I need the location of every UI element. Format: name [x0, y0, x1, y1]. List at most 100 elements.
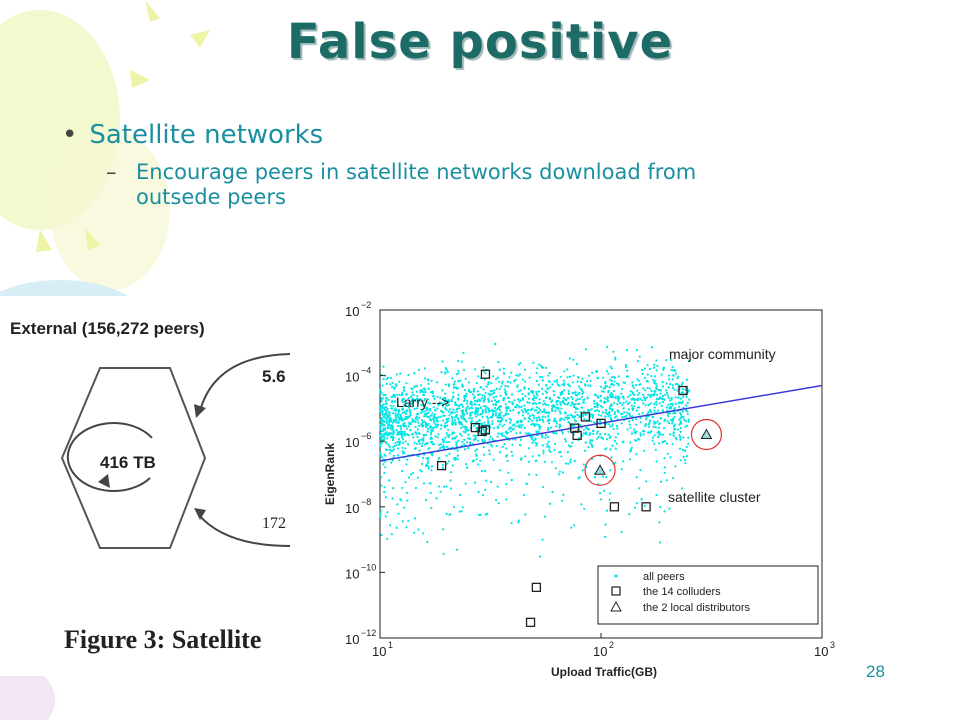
- peer-point: [525, 409, 528, 412]
- peer-point: [629, 450, 632, 453]
- peer-point: [440, 401, 443, 405]
- x-tick-exponent: 3: [830, 640, 835, 650]
- peer-point: [594, 394, 598, 397]
- peer-point: [658, 396, 661, 399]
- peer-point: [529, 409, 532, 412]
- peer-point: [587, 384, 590, 387]
- peer-point: [519, 444, 522, 447]
- peer-point: [381, 423, 385, 426]
- peer-point: [632, 428, 636, 431]
- peer-point: [666, 391, 669, 395]
- peer-point: [597, 413, 600, 416]
- peer-point: [531, 407, 534, 410]
- peer-point: [651, 415, 654, 418]
- peer-point: [613, 401, 616, 404]
- peer-point: [650, 374, 653, 378]
- peer-point: [386, 407, 389, 410]
- peer-point: [582, 413, 585, 416]
- peer-point: [441, 360, 444, 363]
- peer-point: [519, 424, 522, 427]
- peer-point: [450, 400, 453, 403]
- peer-point: [392, 433, 395, 436]
- peer-point: [535, 473, 538, 476]
- peer-point: [561, 471, 565, 474]
- peer-point: [682, 455, 685, 459]
- peer-point: [409, 423, 413, 426]
- peer-point: [451, 415, 454, 419]
- peer-point: [478, 399, 482, 403]
- peer-point: [409, 429, 412, 432]
- peer-point: [540, 366, 543, 369]
- peer-point: [455, 435, 458, 438]
- peer-point: [582, 463, 585, 466]
- peer-point: [503, 397, 506, 400]
- peer-point: [401, 441, 405, 444]
- peer-point: [384, 515, 387, 518]
- peer-point: [611, 423, 614, 426]
- peer-point: [452, 391, 455, 394]
- peer-point: [398, 380, 401, 383]
- peer-point: [380, 416, 383, 420]
- peer-point: [396, 454, 400, 457]
- peer-point: [477, 403, 481, 406]
- peer-point: [402, 418, 406, 421]
- peer-point: [383, 415, 386, 418]
- peer-point: [461, 384, 464, 387]
- peer-point: [397, 512, 400, 515]
- separation-line: [379, 384, 823, 462]
- peer-point: [666, 452, 669, 455]
- peer-point: [607, 389, 610, 392]
- peer-point: [466, 412, 469, 415]
- peer-point: [528, 415, 532, 418]
- peer-point: [574, 407, 577, 410]
- peer-point: [401, 434, 404, 437]
- peer-point: [686, 412, 689, 416]
- peer-point: [653, 434, 656, 437]
- peer-point: [453, 411, 456, 414]
- peer-point: [609, 448, 612, 451]
- peer-point: [429, 402, 432, 405]
- peer-point: [573, 459, 576, 463]
- peer-point: [430, 433, 433, 436]
- peer-point: [530, 423, 533, 426]
- peer-point: [488, 449, 491, 452]
- peer-point: [608, 386, 611, 389]
- peer-point: [591, 429, 595, 433]
- peer-point: [576, 402, 579, 406]
- peer-point: [456, 407, 459, 410]
- peer-point: [464, 482, 467, 485]
- peer-point: [563, 398, 567, 401]
- y-axis-label: EigenRank: [323, 443, 337, 505]
- peer-point: [538, 418, 542, 421]
- peer-point: [514, 438, 517, 441]
- peer-point: [505, 409, 508, 412]
- peer-point: [479, 386, 482, 389]
- peer-point: [380, 410, 383, 413]
- peer-point: [508, 428, 511, 431]
- peer-point: [504, 391, 507, 394]
- peer-point: [431, 392, 434, 395]
- peer-point: [409, 473, 412, 476]
- peer-point: [442, 397, 445, 400]
- peer-point: [668, 412, 671, 415]
- peer-point: [557, 399, 560, 403]
- peer-point: [505, 455, 508, 458]
- peer-point: [501, 425, 504, 428]
- peer-point: [459, 379, 462, 382]
- peer-point: [431, 442, 434, 445]
- peer-point: [606, 412, 609, 416]
- peer-point: [449, 479, 452, 482]
- peer-point: [688, 359, 691, 362]
- peer-point: [445, 368, 448, 371]
- peer-point: [509, 430, 512, 433]
- peer-point: [422, 532, 425, 535]
- peer-point: [685, 404, 688, 407]
- peer-point: [392, 454, 395, 457]
- peer-point: [638, 355, 641, 358]
- bullet-dot: •: [62, 120, 78, 150]
- peer-point: [401, 438, 405, 441]
- peer-point: [440, 427, 443, 430]
- peer-point: [432, 419, 435, 422]
- peer-point: [528, 376, 531, 379]
- peer-point: [653, 409, 656, 412]
